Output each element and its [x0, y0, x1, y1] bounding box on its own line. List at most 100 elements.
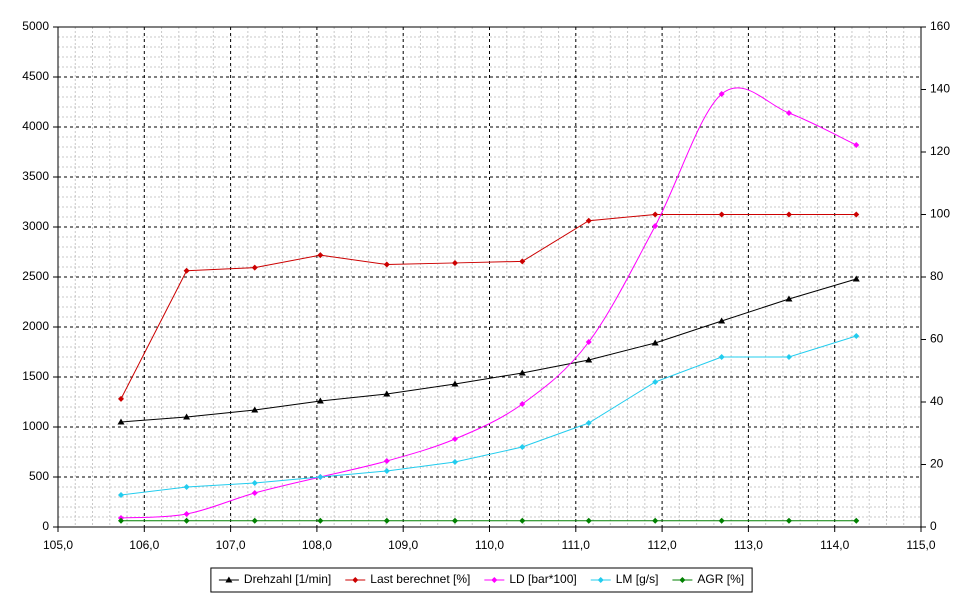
marker [585, 420, 592, 426]
x-tick-label: 115,0 [906, 538, 935, 552]
y2-tick-label: 20 [930, 457, 944, 471]
x-tick-label: 106,0 [129, 538, 159, 552]
marker [519, 444, 526, 450]
y-tick-label: 500 [29, 469, 49, 483]
y2-tick-label: 160 [930, 19, 950, 33]
marker [718, 317, 726, 324]
marker [785, 295, 793, 302]
marker [519, 517, 526, 524]
marker [317, 517, 324, 524]
marker [317, 252, 324, 259]
y2-tick-label: 40 [930, 394, 944, 408]
marker [785, 211, 792, 218]
series-line [120, 214, 857, 400]
marker [518, 369, 526, 376]
y2-tick-label: 80 [930, 269, 944, 283]
marker [785, 354, 792, 360]
marker [679, 577, 686, 583]
y2-tick-label: 60 [930, 332, 944, 346]
marker [383, 458, 390, 464]
marker [451, 436, 458, 442]
marker [183, 511, 190, 517]
x-tick-label: 107,0 [216, 538, 246, 552]
marker [652, 211, 659, 218]
marker [117, 418, 125, 425]
marker [383, 468, 390, 474]
x-tick-label: 114,0 [820, 538, 849, 552]
legend-label: LD [bar*100] [509, 572, 576, 586]
marker [597, 577, 604, 583]
marker [251, 264, 258, 271]
marker [718, 354, 725, 360]
marker [785, 517, 792, 524]
marker [316, 397, 324, 404]
marker [652, 517, 659, 524]
y2-tick-label: 100 [930, 207, 950, 221]
y2-tick-label: 0 [930, 519, 937, 533]
marker [251, 490, 258, 496]
x-tick-label: 108,0 [302, 538, 332, 552]
marker [718, 517, 725, 524]
x-tick-label: 105,0 [43, 538, 73, 552]
marker [519, 401, 526, 407]
marker [718, 91, 725, 97]
y-tick-label: 3500 [22, 169, 49, 183]
y2-tick-label: 140 [930, 82, 950, 96]
legend: Drehzahl [1/min] Last berechnet [%] LD [ba… [210, 567, 753, 593]
marker [352, 577, 359, 583]
x-tick-label: 110,0 [475, 538, 504, 552]
y2-tick-label: 120 [930, 144, 950, 158]
marker [451, 517, 458, 524]
marker [651, 339, 659, 346]
x-tick-label: 112,0 [648, 538, 677, 552]
legend-label: AGR [%] [697, 572, 744, 586]
marker [117, 492, 124, 498]
y-tick-label: 3000 [22, 219, 49, 233]
marker [451, 380, 459, 387]
marker [251, 517, 258, 524]
marker [383, 390, 391, 397]
x-tick-label: 113,0 [734, 538, 763, 552]
marker [652, 379, 659, 385]
series-line [120, 335, 857, 496]
y-tick-label: 4500 [22, 69, 49, 83]
marker [383, 517, 390, 524]
marker [852, 275, 860, 282]
x-tick-label: 111,0 [562, 538, 591, 552]
series-line [120, 278, 857, 423]
marker [585, 339, 592, 345]
marker [585, 356, 593, 363]
y-tick-label: 5000 [22, 19, 49, 33]
legend-label: Drehzahl [1/min] [244, 572, 331, 586]
y-tick-label: 4000 [22, 119, 49, 133]
marker [183, 267, 190, 274]
marker [853, 333, 860, 339]
marker [317, 474, 324, 480]
marker [183, 413, 191, 420]
marker [117, 517, 124, 524]
marker [585, 517, 592, 524]
y-tick-label: 1500 [22, 369, 49, 383]
marker [585, 217, 592, 224]
marker [183, 517, 190, 524]
marker [251, 406, 259, 413]
x-tick-label: 109,0 [388, 538, 418, 552]
marker [785, 110, 792, 116]
y-tick-label: 1000 [22, 419, 49, 433]
marker [451, 459, 458, 465]
marker [519, 258, 526, 265]
marker [652, 223, 659, 229]
legend-label: LM [g/s] [616, 572, 659, 586]
marker [451, 259, 458, 266]
marker [718, 211, 725, 218]
marker [183, 484, 190, 490]
marker [853, 517, 860, 524]
marker [117, 395, 124, 402]
y-tick-label: 2000 [22, 319, 49, 333]
marker [491, 577, 498, 583]
marker [383, 261, 390, 268]
marker [853, 211, 860, 218]
y-tick-label: 0 [42, 519, 49, 533]
